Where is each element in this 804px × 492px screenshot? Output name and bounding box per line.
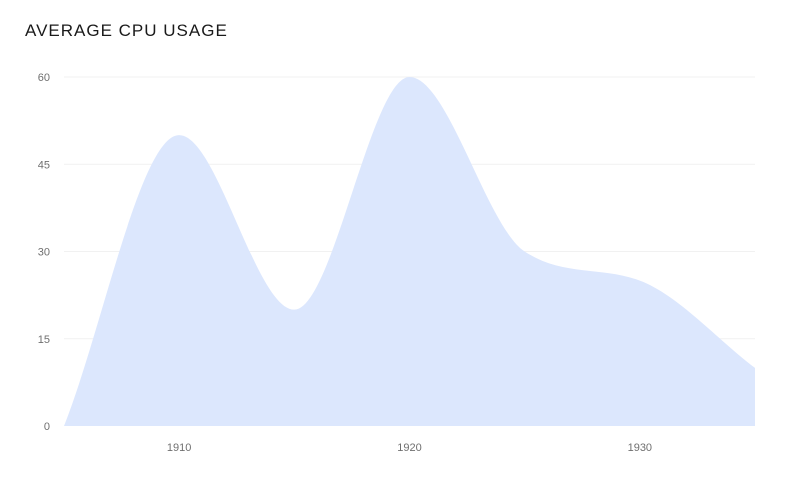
x-tick-label: 1930 bbox=[628, 442, 652, 454]
series-area-0 bbox=[64, 77, 755, 426]
y-tick-label: 30 bbox=[38, 247, 50, 259]
chart-title: AVERAGE CPU USAGE bbox=[25, 21, 228, 40]
x-tick-label: 1920 bbox=[397, 442, 421, 454]
y-tick-label: 60 bbox=[38, 72, 50, 84]
y-tick-label: 15 bbox=[38, 334, 50, 346]
x-tick-label: 1910 bbox=[167, 442, 191, 454]
x-axis-ticks: 1910 1920 1930 bbox=[167, 442, 652, 454]
y-tick-label: 0 bbox=[44, 421, 50, 433]
y-tick-label: 45 bbox=[38, 159, 50, 171]
y-axis-ticks: 0 15 30 45 60 bbox=[38, 72, 50, 433]
series-area-layer bbox=[64, 77, 755, 426]
